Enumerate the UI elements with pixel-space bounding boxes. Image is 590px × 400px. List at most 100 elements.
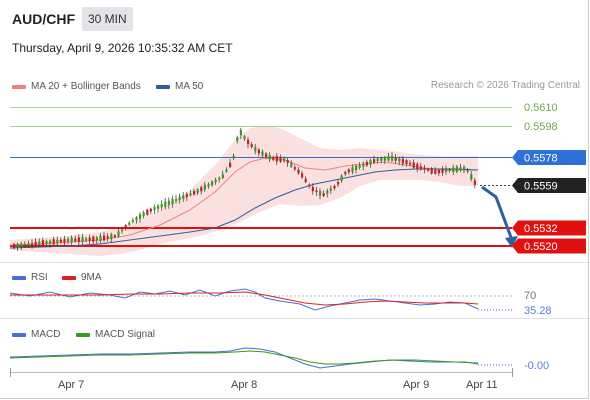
candle-body xyxy=(394,157,397,161)
candle-body xyxy=(340,175,343,181)
candle-body xyxy=(81,237,84,243)
candle-body xyxy=(128,222,131,225)
timeframe-button[interactable]: 30 MIN xyxy=(82,7,133,31)
candle-body xyxy=(236,137,239,141)
candle-body xyxy=(23,243,26,246)
candle-body xyxy=(175,199,178,201)
candle-body xyxy=(430,168,433,174)
candle-body xyxy=(391,155,394,161)
candle-body xyxy=(77,237,80,242)
candle-body xyxy=(171,198,174,205)
macd-signal-line xyxy=(9,350,479,365)
candle-body xyxy=(297,169,300,174)
candle-body xyxy=(257,149,260,154)
candle-body xyxy=(373,159,376,163)
candle-body xyxy=(203,184,206,190)
x-axis-label-apr11: Apr 11 xyxy=(466,379,498,391)
candle-body xyxy=(333,185,336,189)
candle-body xyxy=(85,238,88,241)
candle-body xyxy=(106,236,109,239)
candle-body xyxy=(41,240,44,246)
candle-body xyxy=(178,197,181,201)
candle-body xyxy=(283,158,286,162)
ma50-swatch xyxy=(156,84,170,89)
candle-body xyxy=(437,169,440,174)
candle-body xyxy=(301,173,304,178)
resistance-1-label: 0.5598 xyxy=(524,121,558,133)
resistance-2-label: 0.5610 xyxy=(524,102,558,114)
x-axis-label-apr9: Apr 9 xyxy=(403,379,429,391)
candle-body xyxy=(254,147,257,152)
candle-body xyxy=(157,205,160,209)
candle-body xyxy=(110,234,113,240)
candle-body xyxy=(326,190,329,194)
candle-body xyxy=(455,166,458,172)
candle-body xyxy=(473,180,476,185)
candle-body xyxy=(182,195,185,199)
legend-macd: MACD xyxy=(12,329,60,340)
candle-body xyxy=(27,243,30,246)
candle-body xyxy=(16,243,19,248)
candle-body xyxy=(351,167,354,172)
legend-macd-signal-label: MACD Signal xyxy=(95,329,156,340)
currency-pair-title: AUD/CHF xyxy=(12,11,75,27)
candle-body xyxy=(149,208,152,212)
candle-body xyxy=(463,167,466,170)
macd-signal-swatch xyxy=(76,332,90,337)
candle-body xyxy=(419,166,422,170)
research-credit: Research © 2026 Trading Central xyxy=(430,80,580,91)
candle-body xyxy=(167,200,170,206)
candle-body xyxy=(193,190,196,195)
candle-body xyxy=(95,237,98,241)
candle-body xyxy=(369,160,372,165)
candle-body xyxy=(59,239,62,243)
candle-body xyxy=(185,194,188,198)
candle-body xyxy=(452,167,455,172)
candle-body xyxy=(196,189,199,193)
rsi-level-label: 70 xyxy=(524,290,536,302)
candle-body xyxy=(275,156,278,162)
legend-ma20-bollinger: MA 20 + Bollinger Bands xyxy=(12,81,141,92)
candle-body xyxy=(207,184,210,187)
pivot-label: 0.5578 xyxy=(524,153,558,165)
candle-body xyxy=(355,165,358,171)
candle-body xyxy=(99,235,102,241)
candle-body xyxy=(225,169,228,172)
candle-body xyxy=(286,160,289,163)
candle-body xyxy=(243,136,246,140)
candle-body xyxy=(308,184,311,187)
candle-body xyxy=(232,155,235,159)
candle-body xyxy=(211,181,214,186)
pivot-price-tag: 0.5578 xyxy=(512,150,586,165)
candle-body xyxy=(113,235,116,238)
candle-body xyxy=(376,158,379,162)
candle-body xyxy=(329,188,332,191)
candle-body xyxy=(34,241,37,246)
candle-body xyxy=(319,190,322,196)
candle-body xyxy=(405,160,408,165)
candle-body xyxy=(13,244,16,248)
candle-body xyxy=(153,207,156,211)
current-price-label: 0.5559 xyxy=(524,181,558,193)
candle-body xyxy=(265,153,268,158)
candle-body xyxy=(67,238,70,242)
candle-body xyxy=(131,219,134,222)
candle-body xyxy=(56,239,59,243)
candle-body xyxy=(31,243,34,245)
candle-body xyxy=(427,169,430,171)
bollinger-band xyxy=(10,126,478,256)
legend-rsi: RSI xyxy=(12,272,48,283)
candle-body xyxy=(304,178,307,183)
candle-body xyxy=(221,174,224,178)
macd-value-label: -0.00 xyxy=(524,360,549,372)
candle-body xyxy=(470,174,473,180)
support-2-label: 0.5520 xyxy=(524,241,558,253)
candle-body xyxy=(416,163,419,170)
candle-body xyxy=(142,212,145,217)
candle-body xyxy=(290,162,293,167)
candle-body xyxy=(135,217,138,221)
candle-body xyxy=(322,193,325,196)
chart-datetime: Thursday, April 9, 2026 10:35:32 AM CET xyxy=(12,41,233,55)
candle-body xyxy=(445,169,448,173)
